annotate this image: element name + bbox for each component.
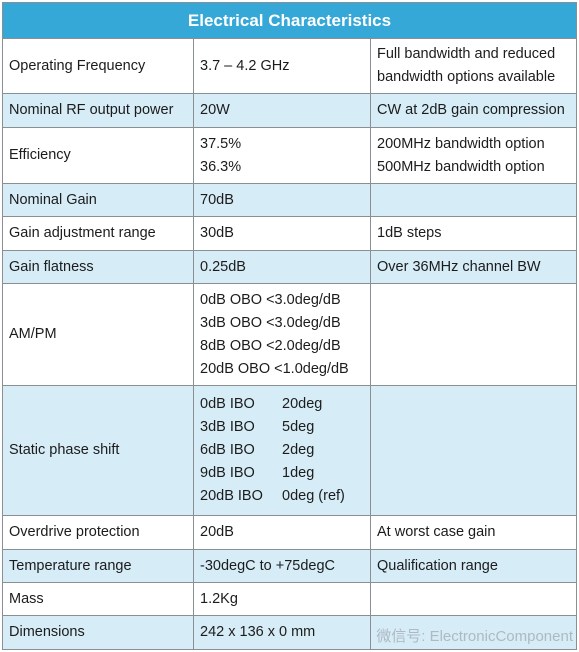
value-cell: 30dB [194,217,371,250]
value-line: 30dB [200,225,234,241]
value-cell: 20W [194,94,371,127]
value-pair: 6dB IBO 2deg [200,442,315,458]
note-cell: Over 36MHz channel BW [371,251,576,283]
table-row: Static phase shift 0dB IBO 20deg 3dB IBO 5… [3,386,576,516]
param-cell: Overdrive protection [3,516,194,549]
table-row: Dimensions 242 x 136 x 0 mm [3,616,576,649]
note-cell [371,284,576,385]
value-line: 242 x 136 x 0 mm [200,624,316,640]
table-row: Nominal RF output power 20W CW at 2dB ga… [3,94,576,128]
param-cell: Temperature range [3,550,194,582]
table-row: Overdrive protection 20dB At worst case … [3,516,576,550]
value-line: 3dB OBO <3.0deg/dB [200,314,341,331]
note-line: Qualification range [377,557,498,574]
value-pair: 3dB IBO 5deg [200,419,315,435]
table-title: Electrical Characteristics [3,3,576,39]
note-line: Full bandwidth and reduced [377,46,556,62]
table-row: AM/PM 0dB OBO <3.0deg/dB 3dB OBO <3.0deg… [3,284,576,386]
value-cell: 0dB OBO <3.0deg/dB 3dB OBO <3.0deg/dB 8d… [194,284,371,385]
note-cell [371,386,576,515]
table-row: Nominal Gain 70dB [3,184,576,217]
value-pair: 9dB IBO 1deg [200,465,315,481]
value-cell: 3.7 – 4.2 GHz [194,39,371,93]
value-cell: 242 x 136 x 0 mm [194,616,371,649]
note-line: 200MHz bandwidth option [377,135,545,152]
note-cell [371,184,576,216]
watermark: 微信号: ElectronicComponent [376,628,573,645]
table-row: Mass 1.2Kg [3,583,576,616]
value-line: 0.25dB [200,258,246,275]
value-line: 20dB OBO <1.0deg/dB [200,360,349,377]
value-cell: 0.25dB [194,251,371,283]
note-cell: 200MHz bandwidth option 500MHz bandwidth… [371,128,576,183]
param-cell: Nominal Gain [3,184,194,216]
param-cell: Gain adjustment range [3,217,194,250]
note-line: At worst case gain [377,524,496,540]
value-cell: 1.2Kg [194,583,371,615]
value-line: 70dB [200,191,234,208]
note-cell [371,583,576,615]
note-cell: At worst case gain [371,516,576,549]
note-cell: Qualification range [371,550,576,582]
table-row: Temperature range -30degC to +75degC Qua… [3,550,576,583]
value-line: -30degC to +75degC [200,557,336,574]
table-row: Gain adjustment range 30dB 1dB steps [3,217,576,251]
value-cell: 70dB [194,184,371,216]
note-line: bandwidth options available [377,69,556,85]
value-line: 1.2Kg [200,590,238,607]
table-row: Efficiency 37.5% 36.3% 200MHz bandwidth … [3,128,576,184]
value-cell: 20dB [194,516,371,549]
value-line: 3.7 – 4.2 GHz [200,57,290,74]
value-pair: 20dB IBO 0deg (ref) [200,488,345,504]
note-cell: Full bandwidth and reduced bandwidth opt… [371,39,576,93]
value-cell: 37.5% 36.3% [194,128,371,183]
value-line: 20dB [200,524,234,540]
note-line: 500MHz bandwidth option [377,158,545,175]
param-cell: Static phase shift [3,386,194,515]
param-cell: Mass [3,583,194,615]
param-cell: Nominal RF output power [3,94,194,127]
table-row: Operating Frequency 3.7 – 4.2 GHz Full b… [3,39,576,94]
note-cell: CW at 2dB gain compression [371,94,576,127]
param-cell: Operating Frequency [3,39,194,93]
value-cell: -30degC to +75degC [194,550,371,582]
value-pair: 0dB IBO 20deg [200,396,323,412]
value-line: 0dB OBO <3.0deg/dB [200,291,341,308]
note-line: Over 36MHz channel BW [377,258,541,275]
value-line: 20W [200,102,230,118]
note-cell: 1dB steps [371,217,576,250]
param-cell: AM/PM [3,284,194,385]
value-line: 37.5% [200,135,242,152]
value-line: 36.3% [200,158,242,175]
value-cell: 0dB IBO 20deg 3dB IBO 5deg 6dB IBO 2deg 9dB… [194,386,371,515]
param-cell: Gain flatness [3,251,194,283]
note-line: CW at 2dB gain compression [377,102,565,118]
param-cell: Dimensions [3,616,194,649]
value-line: 8dB OBO <2.0deg/dB [200,337,341,354]
note-line: 1dB steps [377,225,442,241]
param-cell: Efficiency [3,128,194,183]
table-row: Gain flatness 0.25dB Over 36MHz channel … [3,251,576,284]
